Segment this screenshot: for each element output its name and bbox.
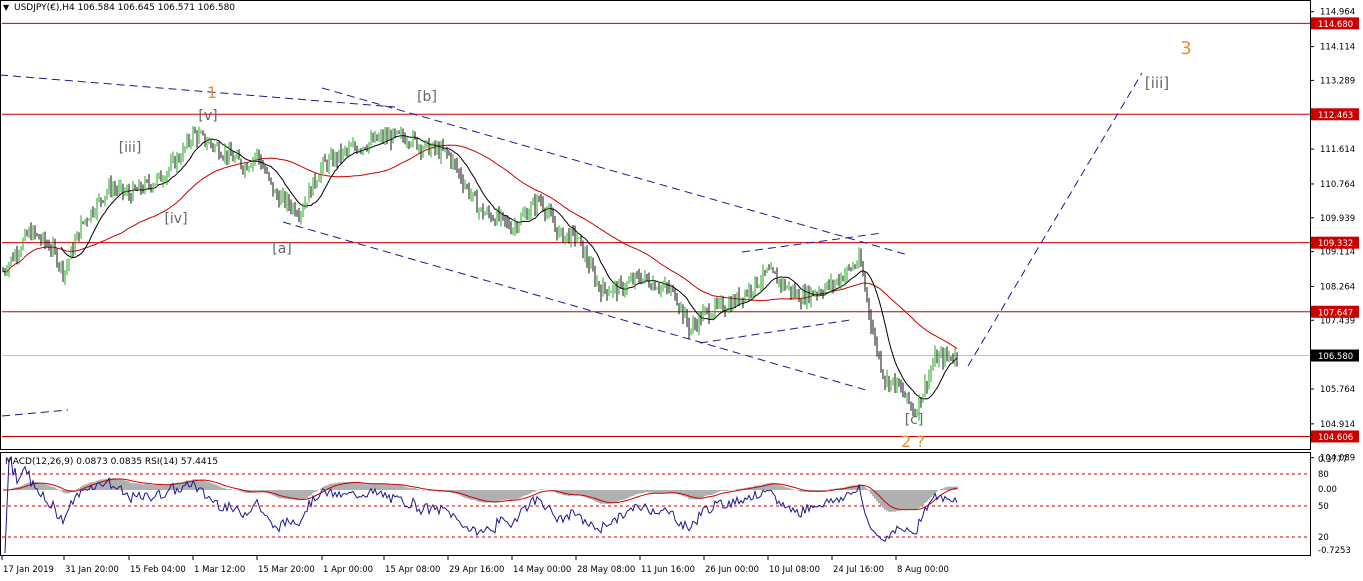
indicator-tick-label: 0.3777 — [1318, 455, 1348, 465]
rsi-line — [4, 455, 958, 554]
price-tags: 114.680 112.463 109.332 107.647 104.606 106.5… — [1311, 17, 1359, 443]
level-price-tag-label: 114.680 — [1318, 20, 1353, 30]
indicator-frame — [0, 452, 1311, 556]
x-tick-label: 26 Jun 00:00 — [705, 565, 759, 575]
x-tick-label: 24 Jul 16:00 — [833, 565, 884, 575]
level-price-tag — [1311, 17, 1359, 30]
primary-wave-label: 2 ? — [901, 432, 925, 451]
level-price-tag-label: 104.606 — [1318, 433, 1353, 443]
x-tick-label: 11 Jun 16:00 — [641, 565, 695, 575]
trend-line — [0, 74, 396, 108]
indicator-tick-label: -0.7253 — [1318, 546, 1351, 556]
x-tick-label: 29 Apr 16:00 — [449, 565, 504, 575]
minor-wave-label: [iii] — [119, 140, 142, 156]
slow-moving-average — [2, 144, 958, 349]
minor-wave-label: [iii] — [1145, 74, 1169, 92]
y-tick-label: 105.764 — [1320, 385, 1355, 395]
minor-wave-label: [c] — [905, 412, 924, 428]
trend-line — [699, 319, 851, 344]
x-tick-label: 15 Apr 08:00 — [385, 565, 440, 575]
time-axis: 17 Jan 2019 31 Jan 20:00 15 Feb 04:00 1 Mar… — [1, 556, 949, 575]
level-price-tag — [1311, 430, 1359, 443]
wave-labels: 1 [v] [iii] [iv] [a] [b] [c] 2 ? 3 [iii] — [119, 38, 1192, 451]
macd-rsi-indicator: 0.3777 80 0.00 50 20 -0.7253 — [2, 455, 1351, 556]
x-tick-label: 1 Apr 00:00 — [323, 565, 373, 575]
price-axis: 114.964114.114113.289112.439111.614110.7… — [1310, 8, 1355, 464]
x-tick-label: 14 May 00:00 — [513, 565, 571, 575]
main-chart-frame — [0, 0, 1311, 450]
minor-wave-label: [iv] — [164, 211, 187, 227]
indicator-tick-label: 50 — [1318, 502, 1329, 512]
indicator-tick-label: 20 — [1318, 533, 1329, 543]
y-tick-label: 114.964 — [1320, 8, 1355, 18]
level-price-tag — [1311, 236, 1359, 249]
x-tick-label: 17 Jan 2019 — [3, 565, 54, 575]
x-tick-label: 15 Feb 04:00 — [130, 565, 186, 575]
support-resistance-levels[interactable] — [2, 22, 1310, 437]
moving-averages — [2, 134, 958, 400]
level-price-tag — [1311, 305, 1359, 318]
level-price-tag-label: 109.332 — [1318, 239, 1353, 249]
trend-line — [1, 409, 69, 417]
trend-line — [741, 232, 883, 253]
primary-wave-label: 1 — [207, 83, 217, 102]
x-tick-label: 8 Aug 00:00 — [897, 565, 949, 575]
y-tick-label: 109.114 — [1320, 248, 1355, 258]
minor-wave-label: [a] — [272, 241, 292, 257]
x-tick-label: 15 Mar 20:00 — [258, 565, 315, 575]
x-tick-label: 1 Mar 12:00 — [194, 565, 245, 575]
indicator-tick-label: 0.00 — [1318, 485, 1337, 495]
y-tick-label: 111.614 — [1320, 145, 1355, 155]
y-tick-label: 113.289 — [1320, 76, 1355, 86]
primary-wave-label: 3 — [1180, 38, 1191, 59]
minor-wave-label: [v] — [198, 108, 217, 124]
indicator-header: MACD(12,26,9) 0.0873 0.0835 RSI(14) 57.4… — [5, 457, 218, 467]
y-tick-label: 110.764 — [1320, 180, 1355, 190]
level-price-tag-label: 107.647 — [1318, 308, 1353, 318]
symbol-header: USDJPY(€),H4 106.584 106.645 106.571 106… — [14, 3, 235, 13]
y-tick-label: 108.264 — [1320, 282, 1355, 292]
x-tick-label: 31 Jan 20:00 — [65, 565, 119, 575]
y-tick-label: 109.939 — [1320, 214, 1355, 224]
trend-line — [282, 221, 867, 391]
y-tick-label: 107.439 — [1320, 316, 1355, 326]
fast-moving-average — [60, 134, 958, 400]
x-tick-label: 10 Jul 08:00 — [769, 565, 820, 575]
minor-wave-label: [b] — [417, 89, 437, 105]
y-tick-label: 104.914 — [1320, 420, 1355, 430]
candlesticks — [2, 125, 958, 421]
x-tick-label: 28 May 08:00 — [577, 565, 635, 575]
y-tick-label: 104.089 — [1320, 454, 1355, 464]
trend-line — [967, 72, 1143, 367]
trend-channel-lines[interactable] — [0, 72, 1143, 417]
indicator-tick-label: 80 — [1318, 470, 1329, 480]
current-price-tag — [1311, 349, 1359, 362]
level-price-tag-label: 112.463 — [1318, 111, 1353, 121]
level-price-tag — [1311, 108, 1359, 121]
y-tick-label: 114.114 — [1320, 43, 1355, 53]
current-price-tag-label: 106.580 — [1318, 352, 1353, 362]
collapse-triangle-icon[interactable]: ▼ — [3, 3, 10, 12]
trend-line — [321, 87, 909, 256]
macd-signal-line — [3, 478, 958, 511]
